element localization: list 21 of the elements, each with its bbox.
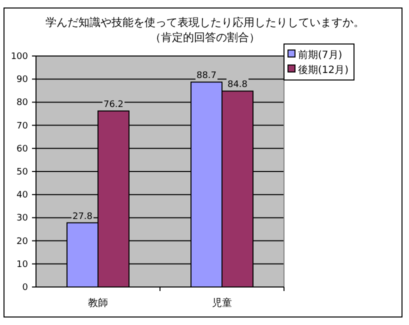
y-tick-label: 100 — [10, 52, 28, 62]
y-tick-label: 60 — [16, 144, 28, 154]
chart-title: 学んだ知識や技能を使って表現したり応用したりしていますか。 — [46, 16, 364, 29]
y-tick-label: 50 — [16, 168, 28, 178]
chart-subtitle: （肯定的回答の割合） — [150, 31, 260, 44]
data-label: 88.7 — [196, 71, 217, 82]
y-tick-label: 80 — [16, 98, 28, 108]
y-tick-label: 10 — [16, 260, 28, 270]
x-tick-label: 児童 — [212, 297, 232, 309]
y-tick-label: 40 — [16, 190, 28, 201]
legend-label: 前期(7月) — [298, 49, 342, 61]
data-label: 27.8 — [72, 212, 93, 222]
y-tick-label: 70 — [16, 121, 28, 132]
y-tick-label: 20 — [16, 236, 28, 247]
y-tick-label: 30 — [16, 214, 28, 224]
x-tick-label: 教師 — [88, 297, 108, 309]
data-label: 76.2 — [103, 100, 124, 110]
legend-label: 後期(12月) — [298, 64, 349, 76]
data-label: 84.8 — [227, 80, 248, 90]
y-tick-label: 90 — [16, 75, 28, 86]
y-tick-label: 0 — [22, 283, 28, 293]
